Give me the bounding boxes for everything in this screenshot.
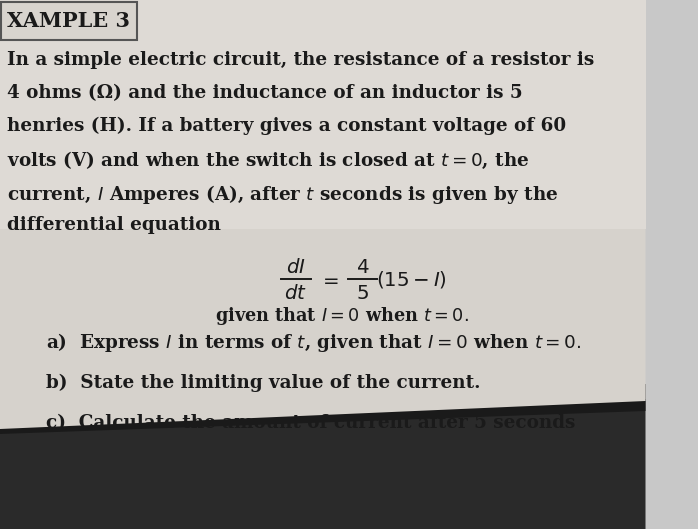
Text: $5$: $5$ — [356, 283, 369, 303]
Text: XAMPLE 3: XAMPLE 3 — [8, 11, 131, 31]
Text: 4 ohms (Ω) and the inductance of an inductor is 5: 4 ohms (Ω) and the inductance of an indu… — [8, 84, 523, 102]
Text: $dt$: $dt$ — [285, 283, 307, 303]
Text: current, $I$ Amperes (A), after $t$ seconds is given by the: current, $I$ Amperes (A), after $t$ seco… — [8, 183, 558, 206]
Text: a)  Express $I$ in terms of $t$, given that $I = 0$ when $t = 0.$: a) Express $I$ in terms of $t$, given th… — [46, 331, 581, 354]
Text: given that $I = 0$ when $t = 0.$: given that $I = 0$ when $t = 0.$ — [215, 305, 469, 327]
Polygon shape — [0, 0, 646, 229]
Text: b)  State the limiting value of the current.: b) State the limiting value of the curre… — [46, 374, 481, 392]
Text: $(15-I)$: $(15-I)$ — [376, 269, 447, 289]
Polygon shape — [0, 384, 646, 434]
FancyBboxPatch shape — [1, 2, 137, 40]
Text: $dI$: $dI$ — [286, 257, 306, 277]
Text: $=$: $=$ — [319, 269, 339, 289]
Text: henries (H). If a battery gives a constant voltage of 60: henries (H). If a battery gives a consta… — [8, 117, 567, 135]
Text: $4$: $4$ — [356, 257, 369, 277]
Text: volts (V) and when the switch is closed at $t=0$, the: volts (V) and when the switch is closed … — [8, 150, 530, 171]
Polygon shape — [0, 0, 646, 429]
Text: c)  Calculate the amount of current after 5 seconds: c) Calculate the amount of current after… — [46, 414, 576, 432]
Text: In a simple electric circuit, the resistance of a resistor is: In a simple electric circuit, the resist… — [8, 51, 595, 69]
Text: differential equation: differential equation — [8, 216, 221, 234]
Polygon shape — [0, 399, 646, 529]
